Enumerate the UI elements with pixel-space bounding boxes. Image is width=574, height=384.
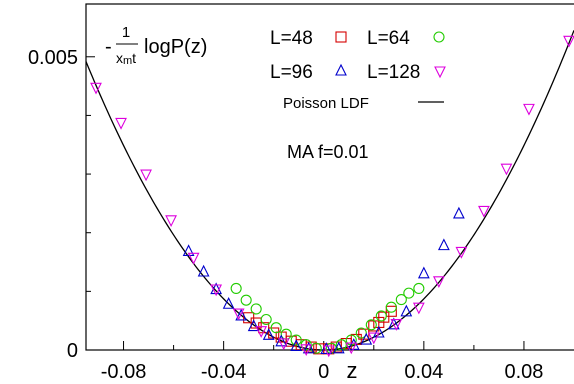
- data-point: [322, 345, 335, 358]
- data-point: [222, 297, 235, 309]
- data-point: [270, 322, 282, 334]
- data-point: [455, 246, 468, 259]
- data-point: [90, 82, 102, 95]
- series-l-64: [230, 282, 425, 354]
- data-point: [235, 308, 248, 321]
- x-axis-label: z: [347, 358, 358, 383]
- data-point: [302, 341, 315, 354]
- y-axis-label: - 1 xmt logP(z): [105, 24, 207, 67]
- annotation: MA f=0.01: [287, 142, 369, 162]
- data-point: [165, 215, 177, 228]
- data-point: [187, 252, 200, 265]
- legend: L=48 L=64 L=96 L=128 Poisson LDF: [270, 28, 446, 112]
- data-point: [437, 238, 450, 251]
- data-point: [500, 163, 513, 176]
- data-point: [332, 341, 345, 354]
- data-point: [390, 319, 403, 331]
- y-label-prefix: -: [105, 36, 112, 58]
- x-tick-label: 0.08: [504, 361, 543, 383]
- data-point: [320, 342, 333, 354]
- data-point: [115, 117, 127, 130]
- y-label-frac-subscript: m: [123, 55, 132, 67]
- data-point: [197, 264, 210, 277]
- data-point: [345, 342, 358, 355]
- data-point: [375, 310, 387, 322]
- data-point: [372, 325, 385, 338]
- data-point: [335, 339, 347, 351]
- legend-marker: [433, 31, 445, 43]
- x-tick-label: -0.04: [201, 361, 247, 383]
- data-point: [452, 206, 465, 219]
- data-point: [300, 344, 313, 357]
- data-point: [413, 282, 425, 294]
- data-point: [360, 332, 373, 345]
- data-point: [262, 328, 275, 340]
- data-point: [365, 319, 377, 331]
- data-point: [210, 282, 223, 295]
- data-point: [400, 304, 413, 317]
- legend-label: Poisson LDF: [283, 95, 369, 112]
- legend-label: L=96: [270, 62, 313, 83]
- data-point: [523, 103, 535, 116]
- data-point: [268, 327, 280, 339]
- legend-label: L=48: [270, 28, 313, 49]
- data-point: [250, 303, 262, 315]
- data-point: [395, 294, 407, 306]
- series-l-128: [90, 35, 574, 358]
- legend-marker: [335, 63, 347, 76]
- data-point: [385, 301, 397, 313]
- data-point: [232, 308, 245, 321]
- x-tick-label: 0.04: [404, 361, 443, 383]
- poisson-ldf-curve: [85, 30, 574, 351]
- x-tick-label: -0.08: [101, 361, 147, 383]
- data-point: [385, 305, 397, 317]
- data-point: [277, 338, 290, 351]
- data-point: [240, 294, 252, 306]
- data-point: [417, 266, 430, 279]
- series-l-96: [182, 206, 465, 354]
- y-label-frac-numerator: 1: [122, 24, 130, 41]
- y-label-text: logP(z): [144, 36, 207, 58]
- y-label-frac-denominator: xmt: [116, 50, 136, 67]
- legend-label: L=128: [367, 62, 420, 83]
- data-point: [290, 334, 302, 346]
- data-point: [247, 319, 260, 332]
- data-point: [182, 244, 195, 257]
- data-point: [478, 205, 490, 218]
- data-point: [260, 313, 272, 326]
- data-point: [412, 302, 425, 315]
- data-point: [563, 35, 574, 48]
- legend-label: L=64: [367, 28, 410, 49]
- legend-marker: [434, 66, 446, 79]
- data-point: [387, 317, 400, 330]
- data-point: [347, 338, 360, 350]
- x-tick-label: 0: [318, 361, 329, 383]
- data-point: [140, 169, 152, 182]
- data-point: [255, 326, 268, 338]
- data-point: [230, 282, 242, 294]
- legend-marker: [335, 31, 347, 43]
- y-tick-label: 0: [67, 340, 78, 362]
- data-point: [403, 287, 415, 299]
- tick-labels: -0.08 -0.04 0 0.04 0.08 0 0.005: [28, 47, 543, 383]
- y-tick-label: 0.005: [28, 47, 78, 69]
- data-point: [275, 334, 288, 347]
- data-point: [367, 332, 380, 345]
- data-points: [90, 35, 574, 358]
- data-point: [290, 339, 303, 352]
- data-point: [210, 284, 223, 297]
- data-point: [432, 276, 445, 289]
